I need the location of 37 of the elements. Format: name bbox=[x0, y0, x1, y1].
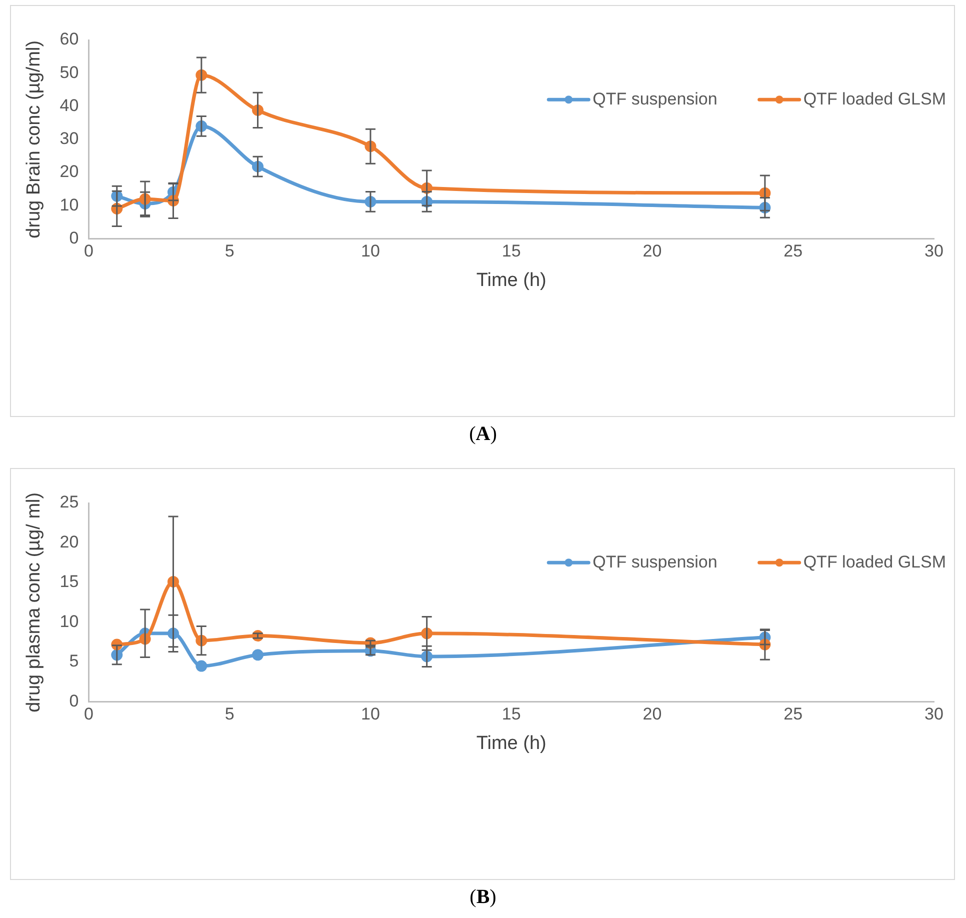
x-tick-label: 20 bbox=[642, 242, 662, 261]
legend-label: QTF suspension bbox=[592, 89, 718, 108]
x-axis-title: Time (h) bbox=[476, 732, 546, 754]
legend-label: QTF suspension bbox=[592, 552, 718, 572]
y-tick-label: 10 bbox=[60, 612, 79, 631]
y-axis-title: drug plasma conc (µg/ ml) bbox=[24, 492, 45, 712]
x-tick-label: 25 bbox=[784, 242, 803, 261]
x-tick-label: 5 bbox=[224, 704, 234, 724]
x-tick-label: 10 bbox=[361, 704, 380, 724]
x-tick-label: 10 bbox=[361, 242, 380, 261]
y-tick-label: 0 bbox=[69, 228, 79, 248]
y-tick-label: 60 bbox=[60, 30, 79, 49]
y-tick-label: 5 bbox=[69, 652, 79, 671]
y-tick-label: 30 bbox=[60, 129, 79, 148]
x-tick-label: 15 bbox=[502, 242, 521, 261]
legend-label: QTF loaded GLSM bbox=[803, 89, 946, 108]
x-tick-label: 0 bbox=[84, 704, 94, 724]
y-tick-label: 0 bbox=[69, 691, 79, 710]
x-tick-label: 30 bbox=[924, 704, 944, 724]
x-tick-label: 25 bbox=[784, 704, 803, 724]
y-axis-title: drug Brain conc (µg/ml) bbox=[24, 40, 45, 238]
y-tick-label: 40 bbox=[60, 96, 79, 115]
y-tick-label: 25 bbox=[60, 492, 79, 512]
y-tick-label: 10 bbox=[60, 195, 79, 214]
y-tick-label: 50 bbox=[60, 62, 79, 82]
y-tick-label: 20 bbox=[60, 162, 79, 182]
x-tick-label: 15 bbox=[502, 704, 521, 724]
x-axis-title: Time (h) bbox=[476, 270, 546, 291]
y-tick-label: 15 bbox=[60, 572, 79, 592]
x-tick-label: 20 bbox=[642, 704, 662, 724]
text: (A) bbox=[468, 423, 498, 446]
x-tick-label: 30 bbox=[924, 242, 944, 261]
x-tick-label: 0 bbox=[84, 242, 94, 261]
y-tick-label: 20 bbox=[60, 532, 79, 552]
x-tick-label: 5 bbox=[224, 242, 234, 261]
text: (B) bbox=[468, 886, 498, 909]
legend-label: QTF loaded GLSM bbox=[803, 552, 946, 572]
